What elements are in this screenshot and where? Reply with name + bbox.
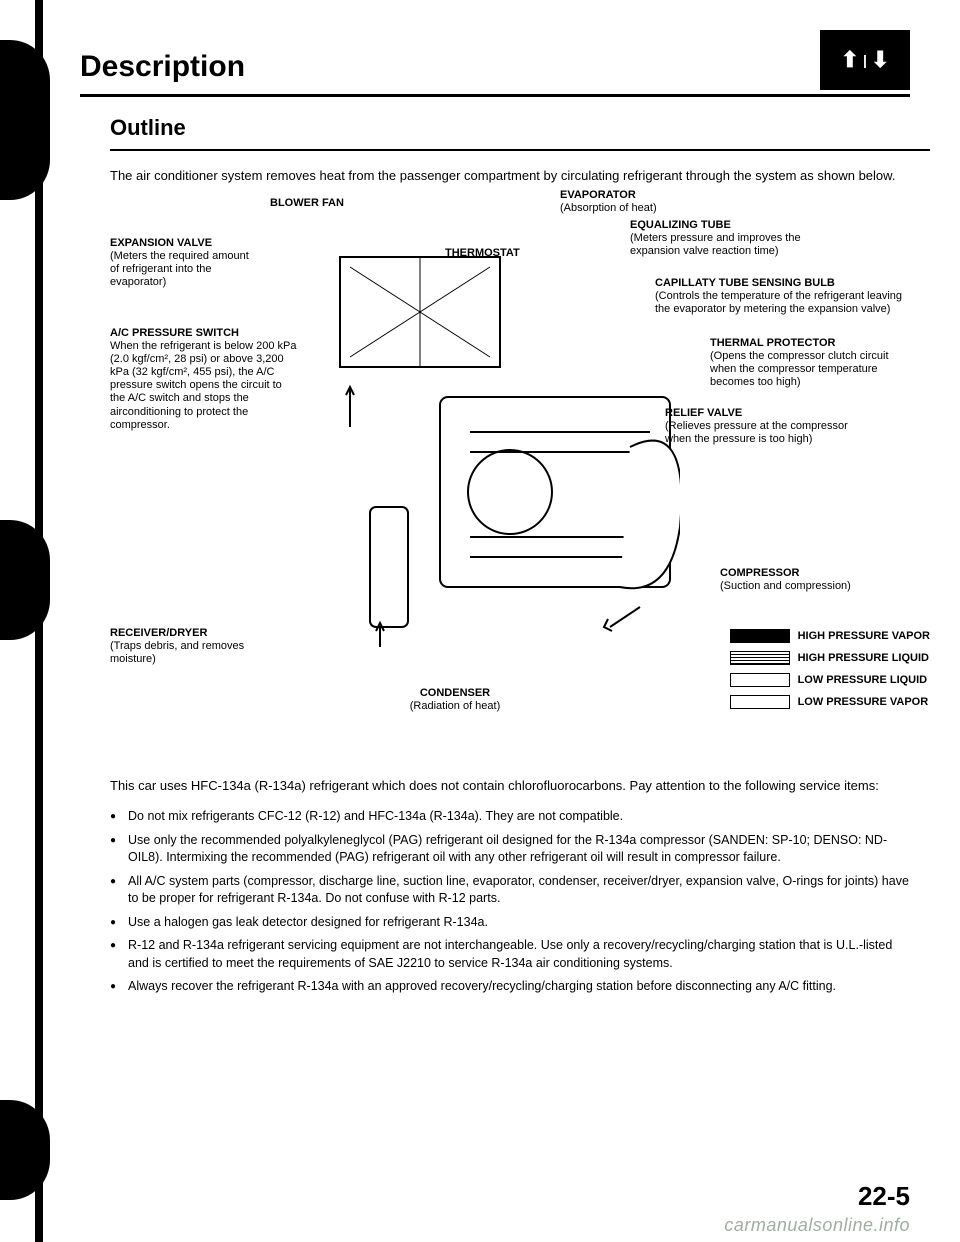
title-divider [80, 94, 910, 97]
intro-text: The air conditioner system removes heat … [110, 167, 910, 185]
label-equalizing: EQUALIZING TUBE (Meters pressure and imp… [630, 219, 830, 259]
service-item: Use only the recommended polyalkylenegly… [110, 832, 910, 867]
navigation-icon: ⬆|⬇ [820, 30, 910, 90]
service-item: R-12 and R-134a refrigerant servicing eq… [110, 937, 910, 972]
page-number: 22-5 [858, 1181, 910, 1212]
schematic-svg [250, 227, 680, 687]
label-thermal: THERMAL PROTECTOR (Opens the compressor … [710, 337, 910, 390]
label-compressor: COMPRESSOR (Suction and compression) [720, 567, 920, 593]
label-evaporator: EVAPORATOR (Absorption of heat) [560, 189, 720, 215]
service-item-list: Do not mix refrigerants CFC-12 (R-12) an… [110, 808, 910, 996]
diagram-legend: HIGH PRESSURE VAPOR HIGH PRESSURE LIQUID… [730, 629, 930, 717]
teardrop-icon: 🌢 [14, 150, 30, 182]
label-relief: RELIEF VALVE (Relieves pressure at the c… [665, 407, 865, 447]
label-thermostat: THERMOSTAT [445, 247, 535, 260]
ac-system-diagram: BLOWER FAN EXPANSION VALVE (Meters the r… [110, 197, 930, 757]
watermark: carmanualsonline.info [724, 1215, 910, 1236]
label-receiver: RECEIVER/DRYER (Traps debris, and remove… [110, 627, 260, 667]
section-title: Outline [110, 115, 910, 141]
label-capillary: CAPILLATY TUBE SENSING BULB (Controls th… [655, 277, 905, 317]
service-item: All A/C system parts (compressor, discha… [110, 873, 910, 908]
label-condenser: CONDENSER (Radiation of heat) [390, 687, 520, 713]
page-title: Description [80, 20, 910, 94]
service-item: Use a halogen gas leak detector designed… [110, 914, 910, 932]
label-ac-switch: A/C PRESSURE SWITCH When the refrigerant… [110, 327, 300, 433]
section-divider [110, 149, 930, 151]
label-blower-fan: BLOWER FAN [270, 197, 370, 210]
service-item: Always recover the refrigerant R-134a wi… [110, 978, 910, 996]
refrigerant-note: This car uses HFC-134a (R-134a) refriger… [110, 777, 910, 795]
service-item: Do not mix refrigerants CFC-12 (R-12) an… [110, 808, 910, 826]
label-expansion-valve: EXPANSION VALVE (Meters the required amo… [110, 237, 260, 290]
